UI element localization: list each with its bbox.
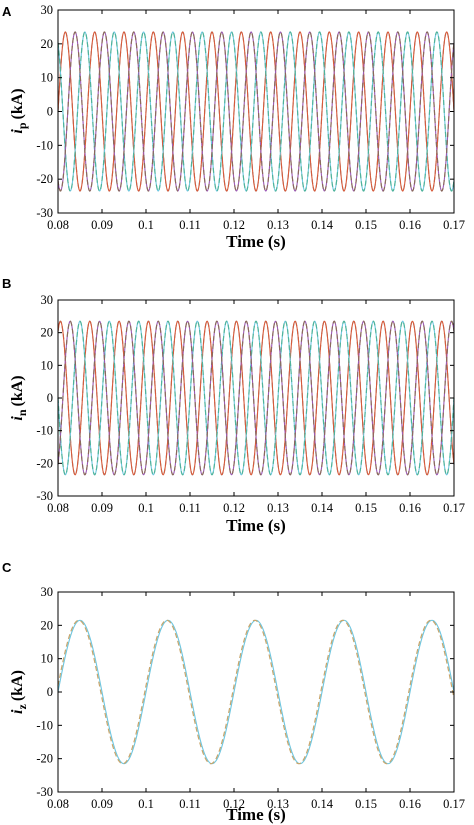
x-tick-label: 0.16 (399, 501, 421, 515)
x-tick-label: 0.13 (267, 501, 289, 515)
series-line-4 (57, 320, 455, 476)
x-tick-label: 0.09 (91, 797, 113, 811)
x-tick-label: 0.13 (267, 797, 289, 811)
y-tick-label: 20 (41, 618, 54, 632)
y-tick-label: 20 (41, 37, 54, 51)
y-tick-label: -10 (36, 138, 53, 152)
x-axis-title: Time (s) (226, 516, 286, 535)
series-line-6 (57, 320, 455, 476)
x-tick-label: 0.08 (47, 501, 69, 515)
x-tick-label: 0.12 (223, 797, 245, 811)
panel-c: C 0.08 0.09 0.1 0.11 0.12 0.13 0.14 0.15 0.16 0.1… (2, 560, 465, 824)
x-tick-label: 0.1 (138, 501, 154, 515)
y-tick-label: 0 (47, 391, 53, 405)
x-axis-title: Time (s) (226, 805, 286, 824)
y-tick-label: 0 (47, 685, 53, 699)
y-tick-label: -10 (36, 718, 53, 732)
x-tick-label: 0.15 (355, 797, 377, 811)
y-tick-label: -20 (36, 172, 53, 186)
x-tick-label: 0.11 (179, 501, 200, 515)
y-tick-label: -30 (36, 206, 53, 220)
y-tick-label: 30 (41, 3, 54, 17)
y-axis-symbol: i (9, 416, 26, 421)
x-tick-label: 0.16 (399, 797, 421, 811)
series-line-1 (57, 619, 455, 765)
x-tick-label: 0.17 (443, 218, 465, 232)
panel-letter: B (2, 276, 11, 291)
plot-area: 0.08 0.09 0.1 0.11 0.12 0.13 0.14 0.15 0.16 0.17 3… (36, 293, 465, 515)
y-axis-symbol: i (9, 129, 26, 134)
y-tick-label: 30 (41, 293, 54, 307)
y-axis-unit: (kA) (9, 375, 26, 406)
y-axis-subscript: p (15, 122, 29, 129)
x-tick-label: 0.12 (223, 501, 245, 515)
y-tick-label: 10 (41, 652, 54, 666)
plot-area: 0.08 0.09 0.1 0.11 0.12 0.13 0.14 0.15 0.16 0.17 3… (36, 3, 465, 232)
x-tick-label: 0.17 (443, 501, 465, 515)
y-axis-unit: (kA) (9, 670, 26, 701)
x-tick-label: 0.13 (267, 218, 289, 232)
y-axis-symbol: i (9, 709, 26, 714)
x-tick-label: 0.14 (311, 797, 334, 811)
x-tick-label: 0.17 (443, 797, 465, 811)
y-tick-label: 0 (47, 105, 53, 119)
x-tick-label: 0.14 (311, 218, 334, 232)
series-line-2 (57, 31, 455, 192)
y-tick-label: -30 (36, 489, 53, 503)
x-tick-label: 0.09 (91, 501, 113, 515)
y-tick-label: -20 (36, 752, 53, 766)
y-tick-label: -20 (36, 456, 53, 470)
panel-a: A 0.08 0.09 0.1 0.11 0.12 0.13 0.14 0.15 0.16 0.1… (2, 3, 465, 251)
x-tick-label: 0.1 (138, 218, 154, 232)
y-tick-label: 30 (41, 585, 54, 599)
x-tick-label: 0.08 (47, 797, 69, 811)
x-axis-title: Time (s) (226, 232, 286, 251)
series-line-6 (57, 31, 455, 192)
y-tick-label: 10 (41, 358, 54, 372)
y-axis-subscript: z (15, 703, 29, 709)
y-axis-subscript: n (15, 409, 29, 416)
y-axis-title: iz (kA) (9, 670, 29, 714)
x-tick-label: 0.08 (47, 218, 69, 232)
y-axis-title: ip (kA) (9, 88, 29, 133)
x-tick-label: 0.14 (311, 501, 334, 515)
x-tick-label: 0.16 (399, 218, 421, 232)
panel-letter: C (2, 560, 12, 575)
y-tick-label: 10 (41, 71, 54, 85)
x-tick-label: 0.11 (179, 218, 200, 232)
x-tick-label: 0.09 (91, 218, 113, 232)
y-axis-title: in (kA) (9, 375, 29, 420)
plot-frame (57, 591, 455, 793)
x-tick-label: 0.15 (355, 218, 377, 232)
x-tick-label: 0.11 (179, 797, 200, 811)
x-tick-label: 0.15 (355, 501, 377, 515)
y-axis-unit: (kA) (9, 88, 26, 119)
y-tick-label: 20 (41, 326, 54, 340)
plot-area: 0.08 0.09 0.1 0.11 0.12 0.13 0.14 0.15 0.16 0.17 3… (36, 585, 465, 811)
panel-b: B 0.08 0.09 0.1 0.11 0.12 0.13 0.14 0.15 0.16 0.1… (2, 276, 465, 535)
x-tick-label: 0.12 (223, 218, 245, 232)
y-tick-label: -10 (36, 424, 53, 438)
y-tick-label: -30 (36, 785, 53, 799)
panel-letter: A (2, 4, 12, 19)
x-tick-label: 0.1 (138, 797, 154, 811)
series-line-2 (57, 619, 455, 765)
